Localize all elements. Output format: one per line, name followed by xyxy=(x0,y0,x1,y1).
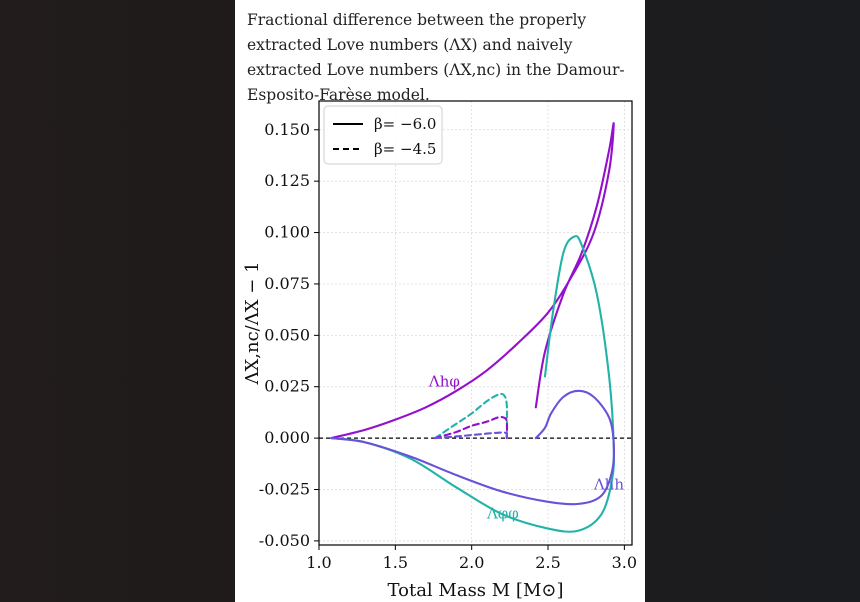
series-line-h-phi-beta-4-5 xyxy=(433,415,509,440)
legend: β= −6.0 β= −4.5 xyxy=(323,105,443,165)
plot-frame xyxy=(318,100,633,546)
x-tick-label: 2.5 xyxy=(535,553,560,572)
series-line-phi-phi-beta-4-5 xyxy=(433,392,509,440)
y-tick-label: 0.150 xyxy=(264,120,310,139)
figure-panel: Fractional difference between the proper… xyxy=(235,0,645,602)
legend-label: β= −4.5 xyxy=(374,140,436,158)
series-line-h-h-beta-6-0 xyxy=(330,389,616,506)
curve-label: Λhφ xyxy=(428,373,460,391)
y-tick-label: 0.100 xyxy=(264,223,310,242)
y-tick-label: 0.050 xyxy=(264,325,310,344)
curve-annotations: Λhφ Λhh Λφφ xyxy=(428,373,624,523)
series-line-phi-phi-beta-6-0 xyxy=(330,234,616,533)
x-tick-label: 1.5 xyxy=(383,553,408,572)
y-tick-label: 0.025 xyxy=(264,377,310,396)
axis-ticks: 1.0 1.5 2.0 2.5 3.0 -0.050 -0.025 0.000 0.025 0.0… xyxy=(259,120,637,572)
y-tick-label: 0.125 xyxy=(264,171,310,190)
curve-label: Λhh xyxy=(593,476,624,494)
curve-label: Λφφ xyxy=(486,504,519,522)
series-line-h-phi-beta-6-0 xyxy=(330,122,615,440)
x-tick-label: 1.0 xyxy=(306,553,331,572)
series-group xyxy=(330,122,616,533)
legend-label: β= −6.0 xyxy=(374,115,436,133)
y-tick-label: -0.050 xyxy=(259,531,310,550)
y-tick-label: 0.075 xyxy=(264,274,310,293)
x-tick-label: 2.0 xyxy=(459,553,484,572)
x-tick-label: 3.0 xyxy=(612,553,637,572)
y-axis-label: ΛX,nc/ΛX − 1 xyxy=(242,261,263,385)
line-chart: 1.0 1.5 2.0 2.5 3.0 -0.050 -0.025 0.000 0.025 0.0… xyxy=(242,100,637,601)
x-axis-label: Total Mass M [M⊙] xyxy=(388,580,564,601)
figure-caption: Fractional difference between the proper… xyxy=(247,11,625,104)
y-tick-label: -0.025 xyxy=(259,480,310,499)
y-tick-label: 0.000 xyxy=(264,428,310,447)
grid xyxy=(318,101,632,545)
series-line-h-h-beta-4-5 xyxy=(433,431,509,440)
